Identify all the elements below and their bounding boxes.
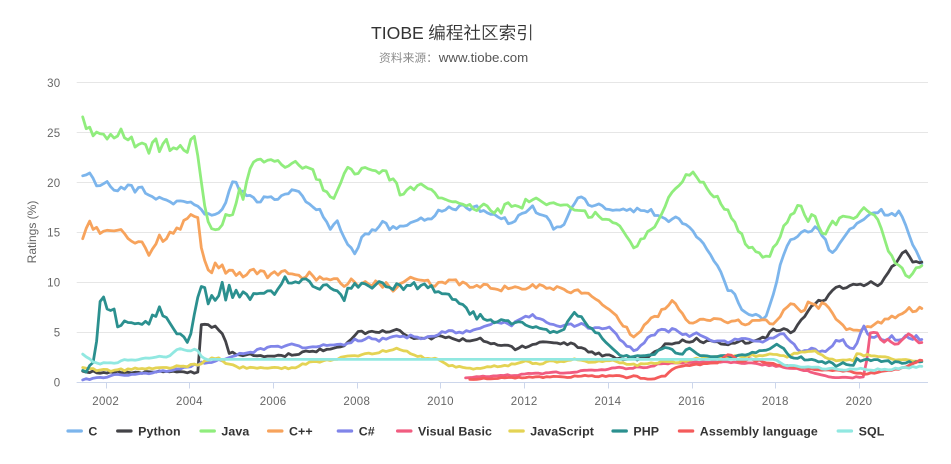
svg-text:5: 5 [54, 328, 61, 340]
svg-text:15: 15 [47, 228, 60, 240]
svg-text:Assembly language: Assembly language [700, 425, 818, 439]
svg-text:25: 25 [47, 128, 60, 140]
svg-text:2020: 2020 [846, 396, 873, 408]
svg-text:C#: C# [359, 425, 375, 439]
svg-text:20: 20 [47, 178, 60, 190]
svg-text:Java: Java [221, 425, 249, 439]
svg-text:Visual Basic: Visual Basic [418, 425, 492, 439]
svg-text:C++: C++ [289, 425, 313, 439]
svg-text:30: 30 [47, 78, 60, 90]
svg-text:TIOBE: TIOBE [371, 23, 424, 43]
svg-text:2016: 2016 [678, 396, 705, 408]
svg-text:PHP: PHP [633, 425, 659, 439]
svg-text:2008: 2008 [343, 396, 370, 408]
svg-text:2010: 2010 [427, 396, 454, 408]
svg-text:SQL: SQL [859, 425, 885, 439]
svg-text:2002: 2002 [92, 396, 119, 408]
svg-text:C: C [88, 425, 97, 439]
svg-text:2004: 2004 [176, 396, 203, 408]
svg-text:2012: 2012 [511, 396, 538, 408]
svg-text:10: 10 [47, 278, 60, 290]
svg-text:2006: 2006 [260, 396, 287, 408]
svg-text:JavaScript: JavaScript [530, 425, 594, 439]
svg-text:2018: 2018 [762, 396, 789, 408]
svg-text:Python: Python [138, 425, 181, 439]
svg-text:Ratings (%): Ratings (%) [25, 201, 39, 264]
svg-text:0: 0 [54, 377, 61, 389]
svg-text:2014: 2014 [595, 396, 622, 408]
svg-text:www.tiobe.com: www.tiobe.com [438, 50, 528, 65]
